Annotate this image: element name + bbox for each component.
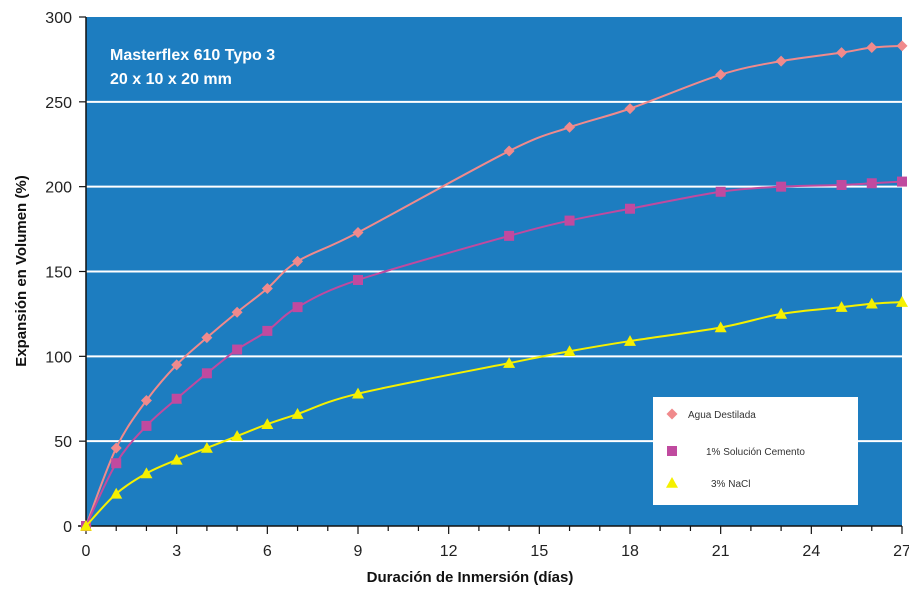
series-2-point-5	[232, 344, 243, 355]
x-tick-label-0: 0	[82, 543, 91, 560]
series-2-point-3	[171, 393, 182, 404]
series-3-point-5	[231, 430, 244, 441]
chart-title: Masterflex 610 Typo 3	[110, 47, 275, 64]
series-group	[80, 40, 908, 532]
series-3-point-2	[140, 467, 153, 479]
series-3-point-7	[291, 408, 304, 419]
series-2-point-16	[897, 176, 907, 187]
series-3-point-12	[714, 321, 727, 333]
y-tick-label-300: 300	[45, 10, 72, 27]
series-2-point-12	[715, 186, 726, 197]
series-1-point-12	[715, 69, 727, 81]
legend-marker-1	[666, 408, 678, 420]
series-1-point-5	[231, 306, 243, 318]
x-tick-label-27: 27	[893, 543, 909, 560]
series-1-point-16	[896, 40, 908, 52]
series-1-point-7	[292, 255, 304, 267]
x-tick-label-6: 6	[263, 543, 272, 560]
series-3-point-10	[563, 345, 576, 357]
series-3-point-16	[896, 296, 908, 307]
x-tick-label-21: 21	[712, 543, 730, 560]
series-1-point-4	[201, 332, 213, 344]
series-3-point-6	[261, 418, 274, 429]
x-tick-label-3: 3	[172, 543, 181, 560]
series-1-point-2	[140, 394, 152, 406]
series-3-point-1	[110, 487, 123, 499]
legend-label-3: 3% NaCl	[711, 479, 750, 490]
x-tick-label-12: 12	[440, 543, 458, 560]
x-tick-label-9: 9	[354, 543, 363, 560]
x-axis-label: Duración de Inmersión (días)	[367, 569, 574, 586]
series-2-point-4	[201, 368, 212, 379]
y-tick-label-250: 250	[45, 95, 72, 112]
y-tick-labels: 0 50 100 150 200 250 300	[45, 10, 72, 536]
series-2-point-13	[776, 181, 787, 192]
series-1-point-13	[775, 55, 787, 67]
series-3-point-4	[200, 441, 213, 453]
series-1-point-6	[261, 282, 273, 294]
series-2-line	[85, 180, 903, 527]
series-1-point-14	[836, 47, 848, 59]
y-tick-label-0: 0	[63, 519, 72, 536]
y-tick-label-150: 150	[45, 265, 72, 282]
y-tick-label-100: 100	[45, 349, 72, 366]
series-2-point-11	[625, 203, 635, 214]
series-1-point-1	[110, 442, 122, 454]
series-1-point-11	[624, 103, 636, 115]
series-2-point-8	[353, 274, 363, 285]
series-3-point-9	[503, 357, 516, 368]
series-2	[81, 176, 907, 531]
legend-marker-3	[666, 477, 678, 488]
legend-label-2: 1% Solución Cemento	[706, 447, 805, 458]
legend-label-1: Agua Destilada	[688, 410, 756, 421]
series-1-point-10	[564, 121, 576, 133]
series-2-point-9	[504, 230, 515, 241]
y-tick-label-200: 200	[45, 180, 72, 197]
series-1-point-3	[171, 359, 183, 371]
chart-subtitle: 20 x 10 x 20 mm	[110, 71, 232, 88]
series-2-point-1	[111, 458, 122, 469]
series-2-point-6	[262, 325, 273, 336]
legend-box	[653, 397, 858, 505]
x-tick-labels: 0 3 6 9 12 15 18 21 24 27	[82, 543, 909, 560]
x-tick-label-15: 15	[530, 543, 548, 560]
axes	[78, 16, 903, 534]
legend: Agua Destilada 1% Solución Cemento 3% NaCl	[653, 397, 858, 505]
y-axis-label: Expansión en Volumen (%)	[13, 175, 30, 366]
series-1-point-9	[503, 145, 515, 157]
series-1-point-8	[352, 226, 364, 238]
series-2-point-7	[292, 302, 303, 313]
x-tick-label-24: 24	[802, 543, 820, 560]
legend-marker-2	[667, 446, 677, 456]
series-3-point-11	[624, 335, 636, 346]
series-2-point-15	[866, 178, 877, 189]
series-3-point-14	[835, 301, 848, 312]
series-3-point-15	[865, 297, 878, 309]
x-tick-label-18: 18	[621, 543, 639, 560]
series-3-point-8	[352, 387, 364, 399]
series-3-point-3	[170, 453, 183, 465]
series-2-point-10	[564, 215, 575, 226]
series-2-point-2	[141, 420, 152, 431]
series-3-point-0	[80, 520, 92, 531]
series-3-point-13	[775, 307, 788, 319]
series-1-point-15	[866, 42, 878, 54]
series-3	[80, 296, 908, 531]
y-tick-label-50: 50	[54, 434, 72, 451]
series-2-point-14	[836, 179, 847, 190]
